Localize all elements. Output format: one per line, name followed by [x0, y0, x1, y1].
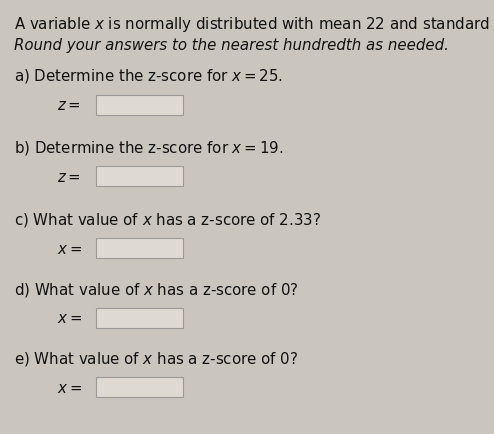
Text: $x =$: $x =$ [57, 380, 82, 395]
Text: $z =$: $z =$ [57, 98, 81, 113]
FancyBboxPatch shape [96, 95, 183, 115]
FancyBboxPatch shape [96, 308, 183, 328]
Text: $z =$: $z =$ [57, 170, 81, 184]
FancyBboxPatch shape [96, 239, 183, 259]
Text: e) What value of $x$ has a z-score of 0?: e) What value of $x$ has a z-score of 0? [14, 349, 298, 367]
Text: A variable $x$ is normally distributed with mean 22 and standard deviation 3.: A variable $x$ is normally distributed w… [14, 15, 494, 34]
FancyBboxPatch shape [96, 378, 183, 398]
Text: $x =$: $x =$ [57, 241, 82, 256]
Text: $x =$: $x =$ [57, 311, 82, 326]
FancyBboxPatch shape [96, 167, 183, 187]
Text: a) Determine the z-score for $x = 25$.: a) Determine the z-score for $x = 25$. [14, 67, 283, 85]
Text: Round your answers to the nearest hundredth as needed.: Round your answers to the nearest hundre… [14, 38, 449, 53]
Text: c) What value of $x$ has a z-score of 2.33?: c) What value of $x$ has a z-score of 2.… [14, 210, 321, 228]
Text: d) What value of $x$ has a z-score of 0?: d) What value of $x$ has a z-score of 0? [14, 280, 298, 298]
Text: b) Determine the z-score for $x = 19$.: b) Determine the z-score for $x = 19$. [14, 139, 283, 157]
